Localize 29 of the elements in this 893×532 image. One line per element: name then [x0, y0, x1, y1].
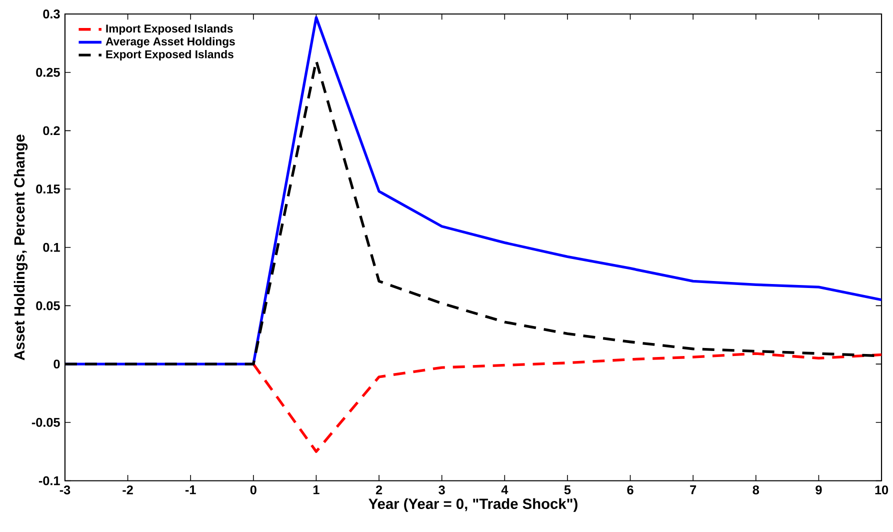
x-tick-label: -3	[60, 486, 70, 495]
line-series	[252, 352, 882, 454]
x-tick-label: -1	[185, 486, 196, 494]
legend-label: Export Exposed Islands	[106, 50, 234, 61]
x-tick-label: 5	[564, 486, 571, 494]
y-tick-label: 0.25	[36, 68, 60, 77]
y-axis-title: Asset Holdings, Percent Change	[14, 134, 28, 360]
y-tick-label: 0.05	[36, 301, 60, 310]
y-tick-label: 0.3	[43, 10, 60, 19]
legend-label: Import Exposed Islands	[106, 24, 233, 35]
x-tick-label: 6	[627, 486, 634, 495]
y-tick-label: 0.15	[36, 184, 60, 194]
y-tick-label: -0.05	[32, 418, 60, 428]
y-tick-label: -0.1	[38, 476, 60, 486]
y-tick-label: 0.2	[43, 126, 60, 136]
x-tick-label: 7	[690, 486, 696, 494]
legend-label: Average Asset Holdings	[106, 37, 235, 48]
y-tick-label: 0.1	[43, 243, 60, 252]
x-tick-label: 2	[376, 486, 382, 494]
x-tick-label: 3	[438, 486, 445, 495]
x-tick-label: 0	[250, 486, 256, 495]
x-tick-label: 9	[816, 486, 822, 495]
x-tick-label: 4	[501, 486, 508, 494]
y-tick-label: 0	[54, 360, 60, 369]
x-tick-label: 1	[313, 486, 320, 494]
x-tick-label: 8	[752, 486, 760, 495]
x-tick-label: 10	[875, 486, 888, 495]
x-tick-label: -2	[122, 486, 133, 494]
x-axis-title: Year (Year = 0, "Trade Shock")	[368, 498, 578, 512]
